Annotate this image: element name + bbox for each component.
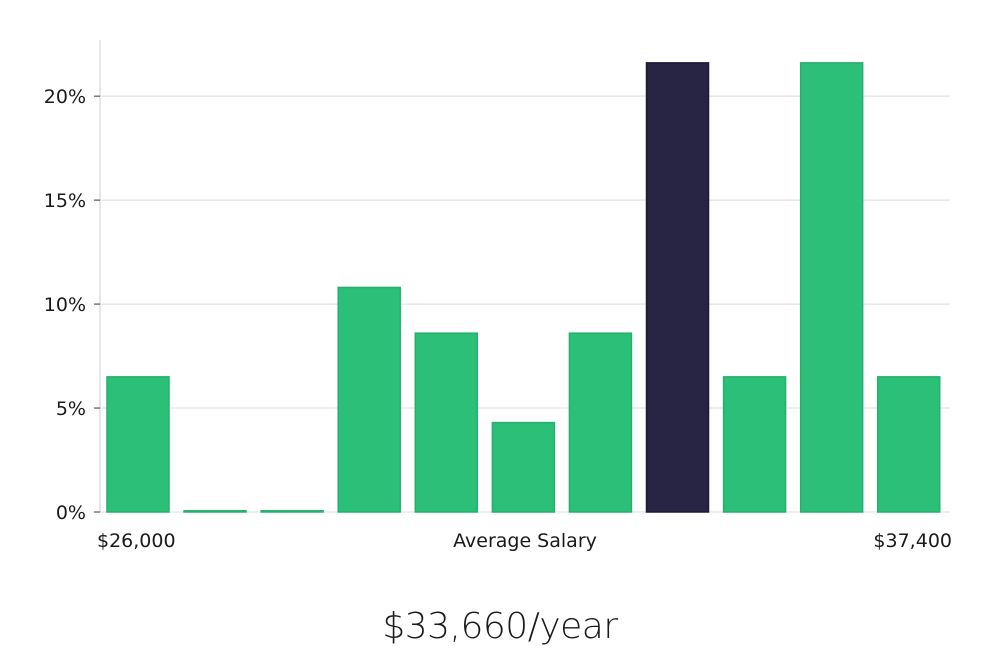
bar xyxy=(491,421,556,513)
bar xyxy=(722,376,787,513)
bar xyxy=(414,332,479,513)
bar xyxy=(183,510,247,513)
y-axis-ticks: 0% 5% 10% 15% 20% xyxy=(44,86,100,524)
bar xyxy=(568,332,633,513)
salary-histogram: 0% 5% 10% 15% 20% $26,000 Average Salary $37… xyxy=(44,40,952,552)
bar xyxy=(876,376,941,513)
y-tick-label: 0% xyxy=(56,502,86,524)
bar xyxy=(106,376,170,513)
bar xyxy=(337,286,401,513)
bar-highlighted xyxy=(645,62,710,513)
x-label-max: $37,400 xyxy=(873,530,952,552)
x-label-min: $26,000 xyxy=(97,530,176,552)
y-tick-label: 15% xyxy=(44,190,86,212)
y-tick-label: 10% xyxy=(44,294,86,316)
bar xyxy=(260,510,324,513)
y-tick-label: 5% xyxy=(56,398,86,420)
y-tick-label: 20% xyxy=(44,86,86,108)
x-axis-title: Average Salary xyxy=(453,530,597,552)
average-salary-value: $33,660/year xyxy=(382,606,618,647)
bar xyxy=(799,62,864,513)
bars xyxy=(106,62,941,513)
